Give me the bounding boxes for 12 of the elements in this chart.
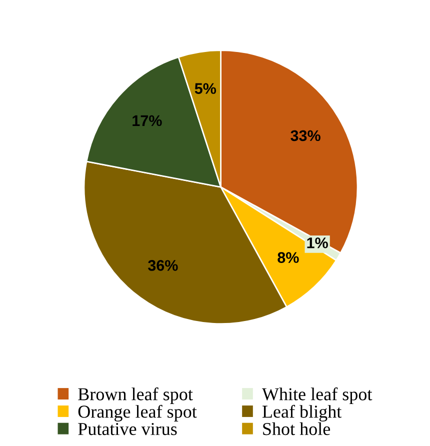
legend-label: Orange leaf spot — [78, 404, 197, 422]
data-label: 36% — [148, 260, 178, 271]
data-label: 1% — [307, 237, 328, 248]
legend-label: Leaf blight — [262, 404, 342, 422]
legend-label: Putative virus — [78, 422, 177, 436]
legend-label: Shot hole — [263, 422, 330, 436]
data-label: 5% — [194, 83, 216, 94]
data-label: 33% — [290, 130, 320, 142]
data-label: 8% — [278, 252, 299, 263]
legend-label: Brown leaf spot — [78, 387, 193, 404]
legend-label: White leaf spot — [262, 387, 372, 404]
data-label: 17% — [132, 115, 162, 126]
